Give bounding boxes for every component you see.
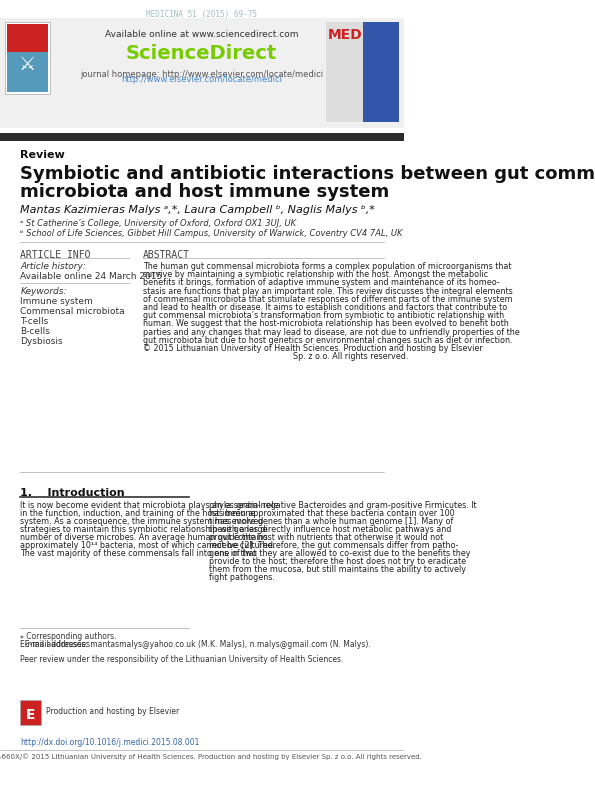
Text: gens in that they are allowed to co-exist due to the benefits they: gens in that they are allowed to co-exis…	[209, 549, 471, 558]
Text: journal homepage: http://www.elsevier.com/locate/medici: journal homepage: http://www.elsevier.co…	[80, 70, 323, 79]
Text: fight pathogens.: fight pathogens.	[209, 573, 275, 582]
Text: ICINA: ICINA	[367, 28, 397, 38]
Bar	[326, 22, 364, 122]
Text: 1010-660X/© 2015 Lithuanian University of Health Sciences. Production and hostin: 1010-660X/© 2015 Lithuanian University o…	[0, 753, 422, 760]
Bar	[20, 700, 40, 725]
Text: Keywords:: Keywords:	[20, 287, 67, 296]
Text: Peer review under the responsibility of the Lithuanian University of Health Scie: Peer review under the responsibility of …	[20, 655, 344, 664]
Text: receive [2]. Therefore, the gut commensals differ from patho-: receive [2]. Therefore, the gut commensa…	[209, 541, 459, 550]
Text: T-cells: T-cells	[20, 317, 49, 326]
Text: Available online at www.sciencedirect.com: Available online at www.sciencedirect.co…	[105, 30, 299, 39]
Text: has been approximated that these bacteria contain over 100: has been approximated that these bacteri…	[209, 509, 455, 518]
Text: Symbiotic and antibiotic interactions between gut commensal: Symbiotic and antibiotic interactions be…	[20, 165, 595, 183]
Text: these genes directly influence host metabolic pathways and: these genes directly influence host meta…	[209, 525, 452, 534]
Text: in the function, induction, and training of the host immune: in the function, induction, and training…	[20, 509, 256, 518]
Text: of commensal microbiota that stimulate responses of different parts of the immun: of commensal microbiota that stimulate r…	[143, 295, 512, 304]
Text: human. We suggest that the host-microbiota relationship has been evolved to bene: human. We suggest that the host-microbio…	[143, 319, 508, 329]
Bar	[326, 22, 399, 122]
Text: ScienceDirect: ScienceDirect	[126, 44, 277, 63]
Text: strategies to maintain this symbiotic relationship with a large: strategies to maintain this symbiotic re…	[20, 525, 268, 534]
Text: ᵇ School of Life Sciences, Gibbet Hill Campus, University of Warwick, Coventry C: ᵇ School of Life Sciences, Gibbet Hill C…	[20, 229, 403, 238]
Text: Available online 24 March 2015: Available online 24 March 2015	[20, 272, 162, 281]
Bar	[7, 24, 48, 92]
Text: The vast majority of these commensals fall into one of two: The vast majority of these commensals fa…	[20, 549, 257, 558]
Text: them from the mucosa, but still maintains the ability to actively: them from the mucosa, but still maintain…	[209, 565, 466, 574]
Text: gut commensal microbiota’s transformation from symbiotic to antibiotic relations: gut commensal microbiota’s transformatio…	[143, 311, 504, 320]
Text: http://www.elsevier.com/locate/medici: http://www.elsevier.com/locate/medici	[121, 75, 282, 84]
Bar	[20, 700, 75, 725]
Bar	[0, 18, 404, 128]
Text: E-mail addresses:: E-mail addresses:	[20, 640, 95, 649]
Text: It is now become evident that microbiota plays an essential role: It is now become evident that microbiota…	[20, 501, 279, 510]
Text: 1.    Introduction: 1. Introduction	[20, 488, 125, 498]
Bar	[5, 22, 49, 94]
Text: provide to the host; therefore the host does not try to eradicate: provide to the host; therefore the host …	[209, 557, 466, 566]
Text: ABSTRACT: ABSTRACT	[143, 250, 190, 260]
Text: ARTICLE INFO: ARTICLE INFO	[20, 250, 91, 260]
Text: stasis are functions that play an important role. This review discusses the inte: stasis are functions that play an import…	[143, 287, 512, 295]
Text: Review: Review	[20, 150, 65, 160]
Text: Sp. z o.o. All rights reserved.: Sp. z o.o. All rights reserved.	[143, 353, 408, 361]
Text: number of diverse microbes. An average human gut contains: number of diverse microbes. An average h…	[20, 533, 268, 542]
Text: http://dx.doi.org/10.1016/j.medici.2015.08.001: http://dx.doi.org/10.1016/j.medici.2015.…	[20, 738, 200, 747]
Text: E: E	[26, 708, 35, 722]
Text: phyla: gram-negative Bacteroides and gram-positive Firmicutes. It: phyla: gram-negative Bacteroides and gra…	[209, 501, 477, 510]
Text: MEDICINA 51 (2015) 69-75: MEDICINA 51 (2015) 69-75	[146, 10, 257, 19]
Text: survive by maintaining a symbiotic relationship with the host. Amongst the metab: survive by maintaining a symbiotic relat…	[143, 270, 488, 279]
Text: Article history:: Article history:	[20, 262, 86, 271]
Text: Immune system: Immune system	[20, 297, 93, 306]
Text: parties and any changes that may lead to disease, are not due to unfriendly prop: parties and any changes that may lead to…	[143, 328, 519, 337]
Text: gut microbiota but due to host genetics or environmental changes such as diet or: gut microbiota but due to host genetics …	[143, 336, 512, 345]
Text: Commensal microbiota: Commensal microbiota	[20, 307, 125, 316]
Text: microbiota and host immune system: microbiota and host immune system	[20, 183, 390, 201]
Text: benefits it brings, formation of adaptive immune system and maintenance of its h: benefits it brings, formation of adaptiv…	[143, 279, 499, 287]
Text: B-cells: B-cells	[20, 327, 50, 336]
Text: ⚔: ⚔	[18, 55, 36, 74]
Text: Production and hosting by Elsevier: Production and hosting by Elsevier	[46, 707, 180, 716]
Text: The human gut commensal microbiota forms a complex population of microorganisms : The human gut commensal microbiota forms…	[143, 262, 511, 271]
Text: and lead to health or disease. It aims to establish conditions and factors that : and lead to health or disease. It aims t…	[143, 303, 507, 312]
Text: E-mail addresses: mantasmalys@yahoo.co.uk (M.K. Malys), n.malys@gmail.com (N. Ma: E-mail addresses: mantasmalys@yahoo.co.u…	[20, 640, 371, 649]
Text: Mantas Kazimieras Malys ᵃ,*, Laura Campbell ᵇ, Naglis Malys ᵇ,*: Mantas Kazimieras Malys ᵃ,*, Laura Campb…	[20, 205, 375, 215]
Bar	[0, 133, 404, 141]
Text: MED: MED	[328, 28, 363, 42]
Text: ᵃ St Catherine’s College, University of Oxford, Oxford OX1 3UJ, UK: ᵃ St Catherine’s College, University of …	[20, 219, 296, 228]
Text: ⁎ Corresponding authors.: ⁎ Corresponding authors.	[20, 632, 117, 641]
Text: approximately 10¹⁴ bacteria, most of which cannot be cultured.: approximately 10¹⁴ bacteria, most of whi…	[20, 541, 276, 550]
Text: times more genes than a whole human genome [1]. Many of: times more genes than a whole human geno…	[209, 517, 453, 526]
Text: Dysbiosis: Dysbiosis	[20, 337, 63, 346]
Bar	[7, 52, 48, 92]
Text: system. As a consequence, the immune system has evolved: system. As a consequence, the immune sys…	[20, 517, 264, 526]
Text: © 2015 Lithuanian University of Health Sciences. Production and hosting by Elsev: © 2015 Lithuanian University of Health S…	[143, 344, 483, 353]
Text: provide the host with nutrients that otherwise it would not: provide the host with nutrients that oth…	[209, 533, 443, 542]
